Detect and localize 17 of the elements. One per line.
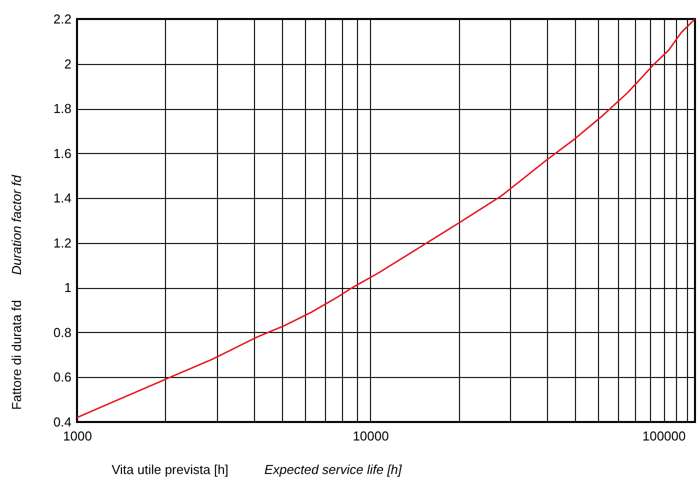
x-tick-label: 1000 (63, 428, 92, 444)
y-tick-label: 2.2 (53, 12, 72, 26)
y-tick-label: 1.2 (53, 235, 72, 250)
y-tick-label: 1.8 (53, 101, 72, 116)
y-axis-title: Fattore di durata fd (9, 300, 24, 410)
text: Expected service life [h] (264, 462, 402, 477)
text: Duration factor fd (9, 174, 24, 275)
x-tick-label: 100000 (642, 428, 686, 444)
y-tick-label: 0.6 (53, 370, 72, 385)
x-axis-title: Vita utile prevista [h] (112, 462, 228, 477)
y-tick-label: 1.4 (53, 190, 72, 206)
y-tick-label: 1 (64, 280, 72, 296)
x-tick-label: 10000 (352, 428, 389, 444)
y-tick-label: 1.6 (53, 146, 72, 161)
y-tick-label: 2 (64, 56, 72, 72)
y-tick-label: 0.8 (53, 324, 72, 340)
y-tick-label: 0.4 (53, 414, 72, 430)
